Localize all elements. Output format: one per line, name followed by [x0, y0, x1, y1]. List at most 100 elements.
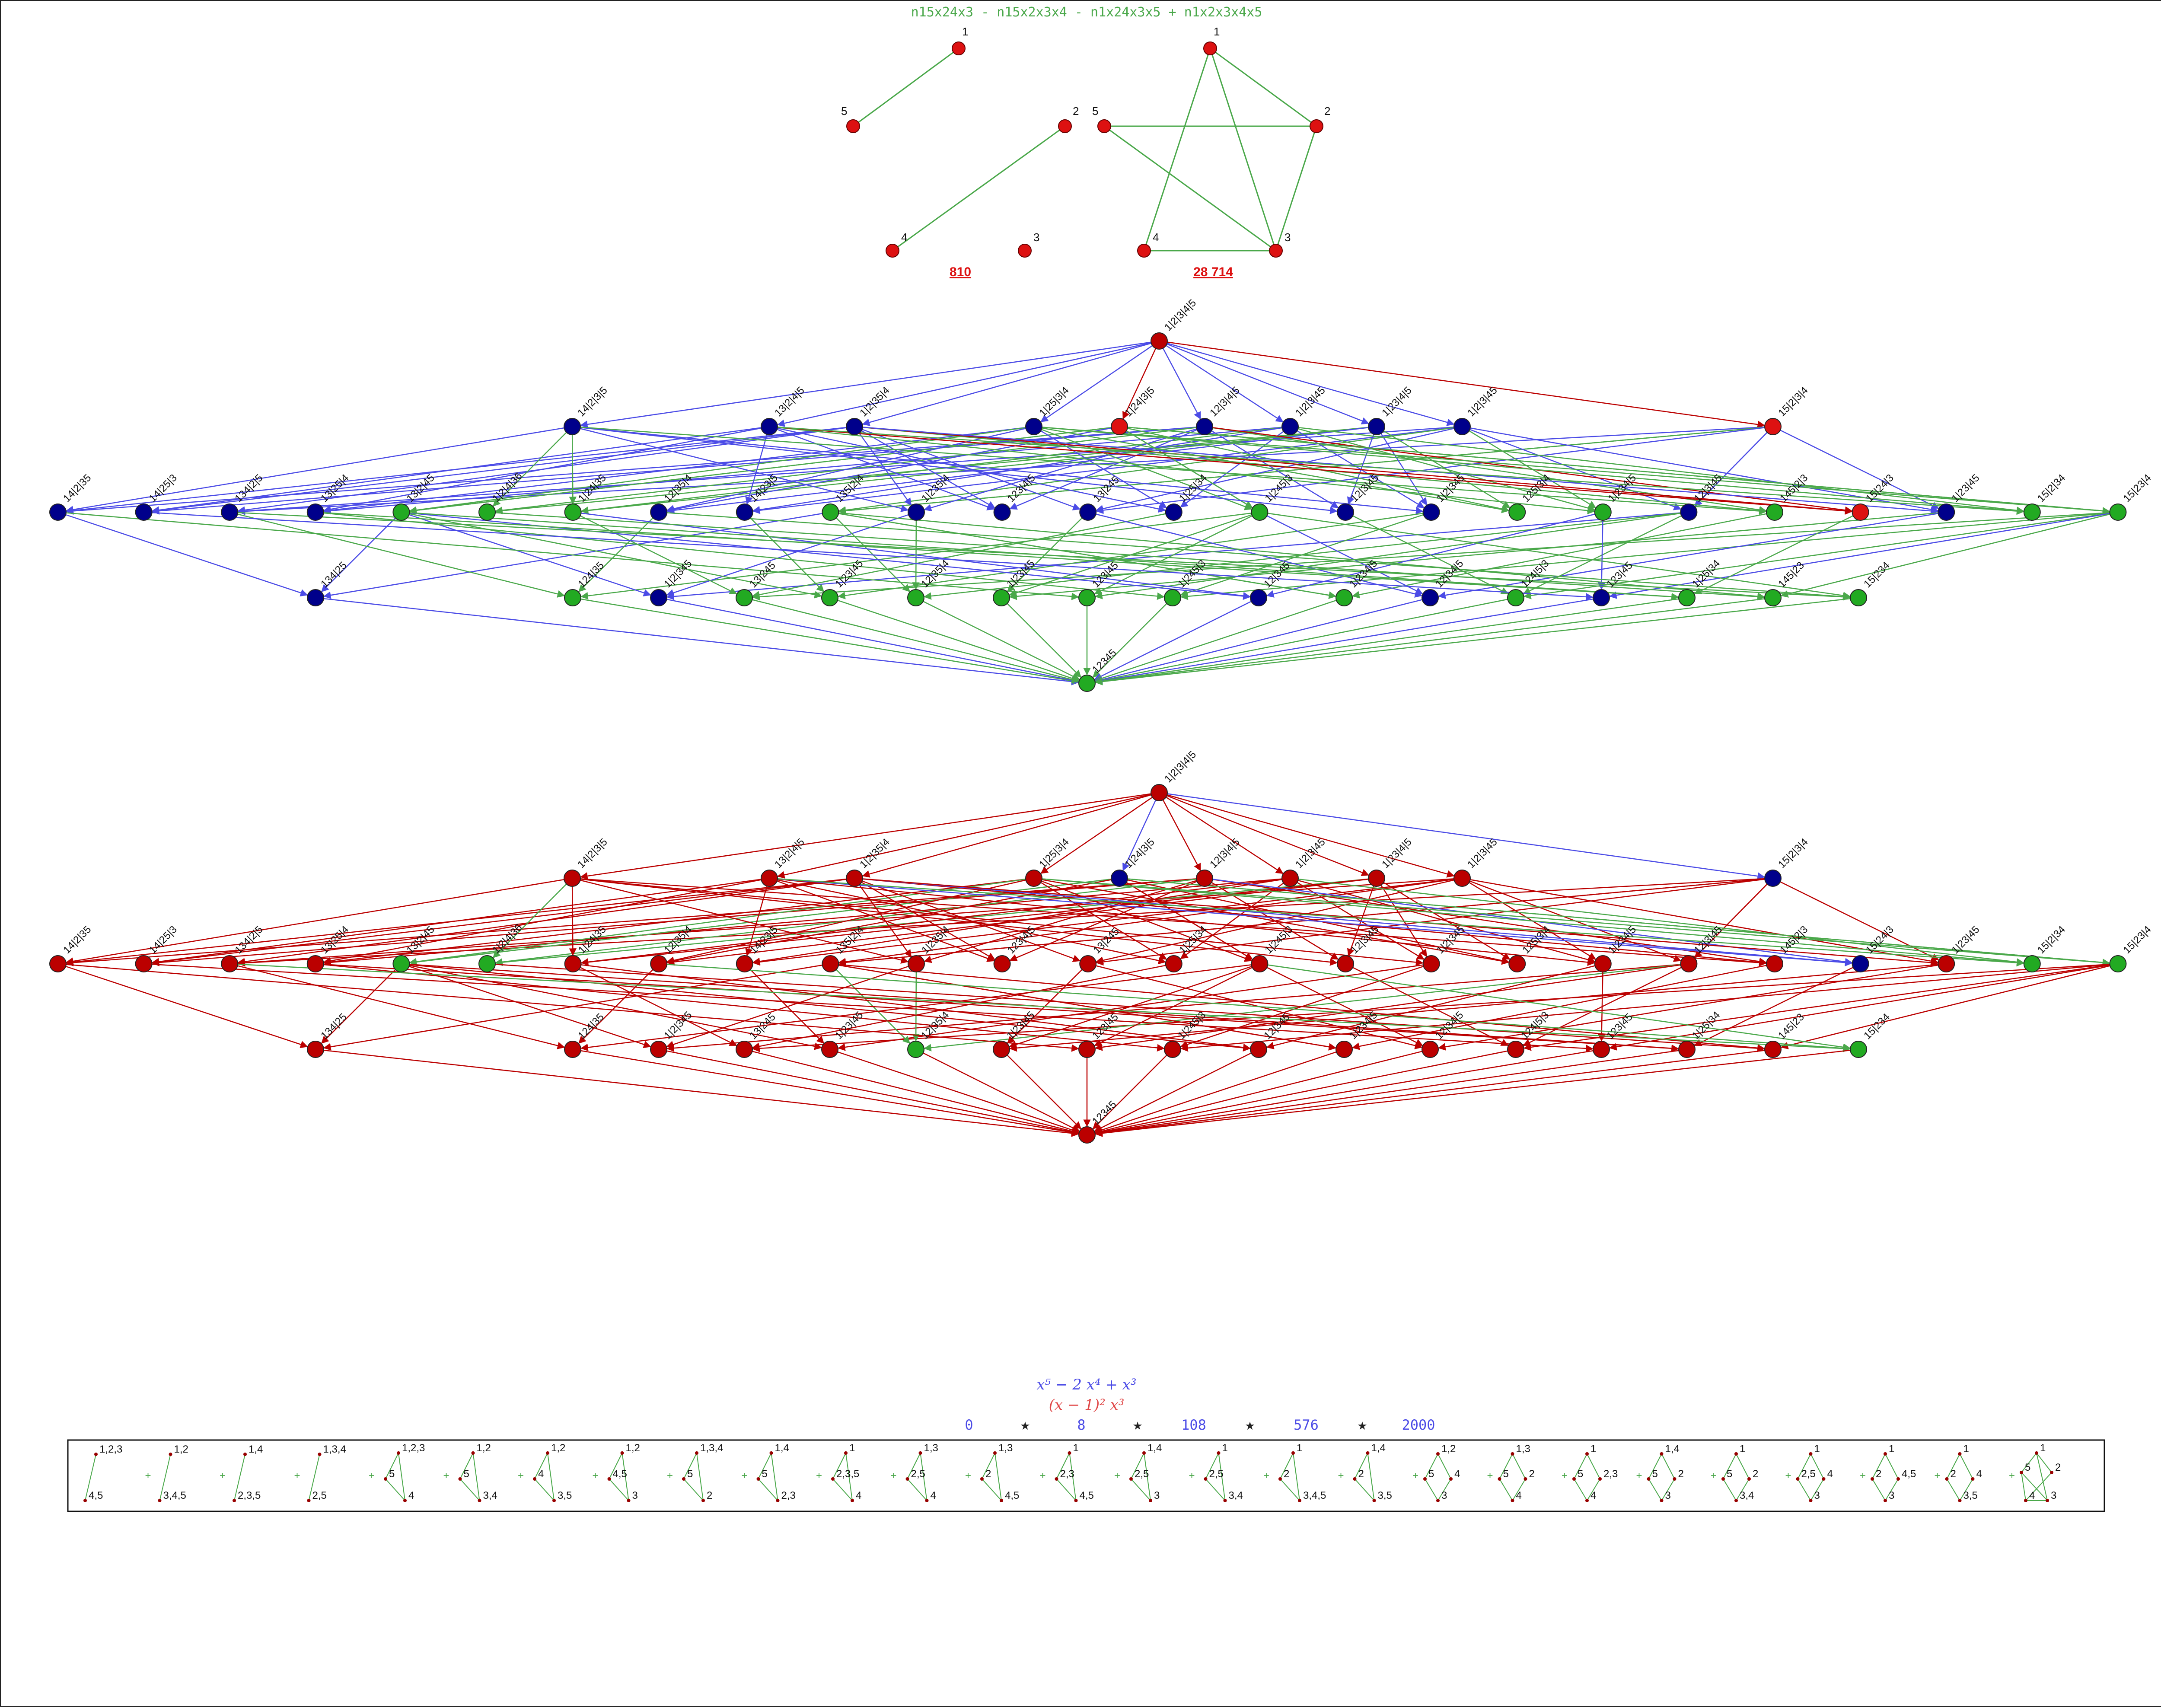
lattice-node: [1282, 418, 1298, 435]
strip-vertex-label: 5: [1428, 1468, 1434, 1480]
strip-vertex: [1734, 1452, 1738, 1456]
strip-vertex: [318, 1453, 322, 1456]
strip-vertex: [478, 1499, 481, 1502]
lattice-edge: [1096, 1049, 1773, 1134]
lattice-edge: [769, 878, 994, 961]
lattice-node-label: 13|2|4|5: [772, 385, 807, 419]
strip-vertex: [1068, 1451, 1071, 1455]
strip-vertex: [1511, 1499, 1514, 1502]
lattice-node-label: 1|2|35|4: [857, 385, 892, 419]
strip-vertex: [1436, 1452, 1440, 1456]
lattice-node: [1765, 590, 1781, 606]
lattice-node-label: 1|2|3|4|5: [1162, 749, 1198, 785]
strip-vertex: [831, 1477, 835, 1481]
lattice-node: [1680, 956, 1697, 972]
lattice-edge: [316, 1049, 1078, 1134]
strip-edge: [995, 1453, 1001, 1501]
lattice-node-label: 1|23|45: [833, 558, 865, 590]
lattice-node: [564, 418, 580, 435]
strip-vertex: [1647, 1477, 1651, 1481]
strip-edge: [1574, 1479, 1587, 1501]
graph-vertex: [1098, 120, 1111, 133]
strip-vertex: [844, 1451, 848, 1455]
lattice-edge: [863, 793, 1159, 876]
graph-vertex: [1310, 120, 1323, 133]
strip-vertex-label: 1,3: [924, 1442, 938, 1454]
vertex-label: 3: [1033, 231, 1039, 244]
strip-vertex: [1055, 1477, 1058, 1481]
strip-vertex: [2050, 1471, 2053, 1474]
lattice-node: [2110, 956, 2126, 972]
lattice-node: [221, 956, 238, 972]
lattice-node-label: 1|2|3|45: [1293, 836, 1328, 871]
lattice-node: [1765, 418, 1781, 435]
strip-vertex: [1074, 1499, 1078, 1502]
strip-vertex-label: 3,4,5: [1303, 1490, 1326, 1501]
lattice-edge: [1096, 1049, 1601, 1134]
lattice-edge: [572, 427, 573, 503]
strip-edge: [473, 1453, 480, 1501]
lattice-node: [1079, 1127, 1095, 1143]
strip-vertex: [1598, 1477, 1602, 1481]
strip-vertex: [533, 1477, 536, 1481]
lattice-node: [822, 1041, 838, 1058]
strip-vertex: [1291, 1451, 1295, 1455]
strip-vertex-label: 1,2,3: [99, 1444, 122, 1455]
lattice-edge: [744, 1049, 1079, 1133]
lattice-edge: [1181, 512, 2118, 597]
strip-vertex-label: 4: [1827, 1468, 1833, 1480]
lattice-node-label: 15|2|3|4: [1776, 385, 1810, 419]
lattice-node: [1593, 590, 1610, 606]
lattice-node-label: 14|2|35: [61, 472, 93, 504]
strip-vertex: [1945, 1477, 1949, 1481]
strip-vertex-label: 5: [1727, 1468, 1732, 1480]
strip-vertex-label: 2: [1358, 1468, 1364, 1480]
strip-vertex-label: 1: [1963, 1443, 1969, 1455]
lattice-node-label: 145|23: [1776, 1011, 1807, 1042]
lattice-node: [1850, 1041, 1867, 1058]
strip-graph: 1,3,452: [682, 1442, 723, 1502]
strip-vertex: [1734, 1499, 1738, 1502]
strip-vertex-label: 4: [931, 1490, 936, 1501]
strip-edge: [1947, 1479, 1960, 1501]
strip-vertex: [608, 1477, 611, 1481]
sequence-value: 108: [1181, 1417, 1206, 1433]
lattice-node: [1593, 1041, 1610, 1058]
strip-vertex-label: 4: [1516, 1490, 1522, 1501]
strip-vertex: [906, 1477, 909, 1481]
strip-edge: [1723, 1479, 1736, 1501]
lattice-node: [1080, 504, 1096, 520]
lattice-node: [846, 870, 863, 886]
lattice-node: [307, 956, 324, 972]
lattice-node: [393, 956, 409, 972]
strip-vertex: [1000, 1499, 1003, 1502]
lattice-node: [650, 504, 667, 520]
lattice-node-label: 1|25|34: [1177, 472, 1209, 504]
lattice-edge: [1096, 598, 1687, 682]
lattice-node-label: 1|25|34: [1177, 924, 1209, 956]
strip-vertex-label: 4,5: [1902, 1468, 1916, 1480]
lattice-node: [908, 504, 924, 520]
lattice-node: [993, 590, 1010, 606]
lattice-edge: [316, 598, 1078, 682]
strip-graph: 12,5 43: [1796, 1443, 1833, 1502]
strip-edge: [1293, 1453, 1300, 1501]
strip-vertex-label: 1: [1073, 1442, 1079, 1454]
strip-vertex: [757, 1477, 760, 1481]
lattice-node: [307, 590, 324, 606]
vertex-label: 4: [901, 231, 907, 244]
lattice-node: [1765, 870, 1781, 886]
strip-vertex: [1673, 1477, 1677, 1481]
strip-vertex-label: 2: [1529, 1468, 1535, 1480]
lattice-edge: [667, 964, 916, 1047]
lattice-node-label: 145|2|3: [1778, 924, 1810, 956]
lattice-node: [479, 504, 495, 520]
strip-vertex-label: 3,4,5: [163, 1490, 186, 1501]
strip-edge: [1500, 1479, 1513, 1501]
lattice-node-label: 12|3|4|5: [1208, 385, 1242, 419]
lattice-node-label: 13|245: [747, 560, 778, 590]
lattice-node: [1680, 504, 1697, 520]
strip-plus: +: [1114, 1470, 1120, 1482]
strip-vertex: [459, 1477, 462, 1481]
